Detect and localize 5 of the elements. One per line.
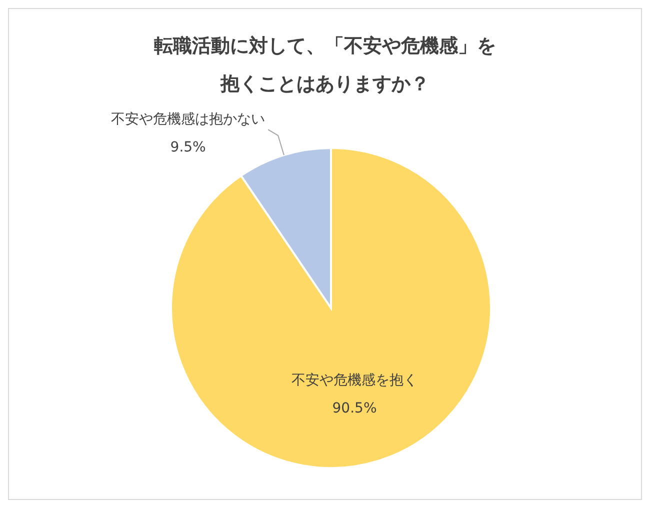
slice-label: 不安や危機感を抱く — [292, 372, 418, 388]
data-label: 9.5% — [170, 140, 206, 156]
chart-title: 転職活動に対して、「不安や危機感」を抱くことはありますか？ — [153, 34, 497, 97]
data-label: 90.5% — [332, 400, 377, 416]
slice-label: 不安や危機感は抱かない — [111, 112, 266, 128]
